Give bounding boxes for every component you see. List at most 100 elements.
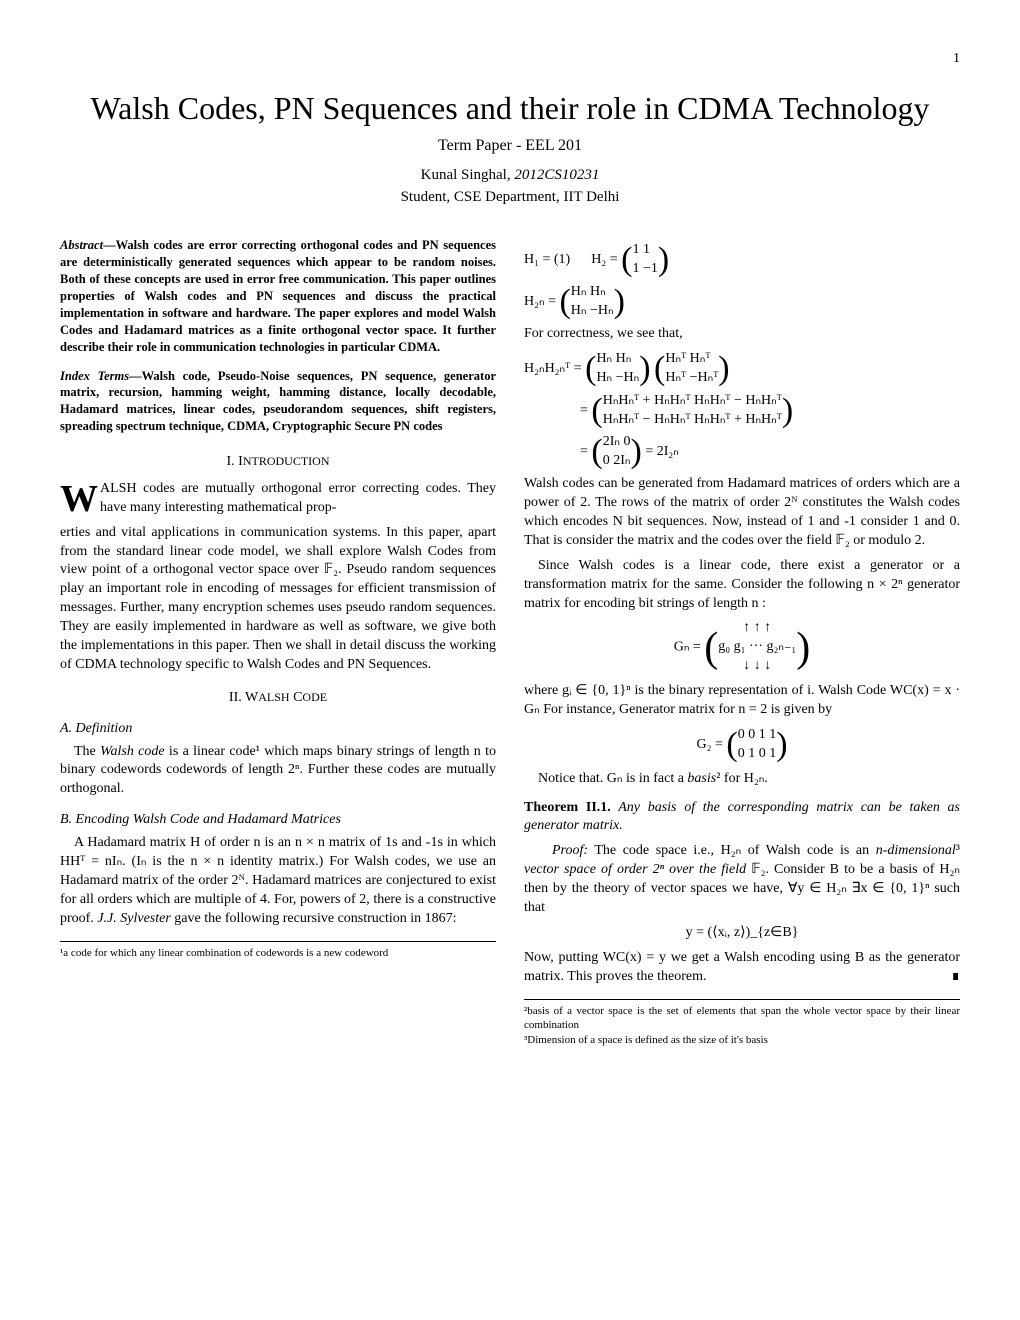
paren-r: ) [614,285,625,319]
proof-t4: Now, putting WC(x) = y we get a Walsh en… [524,949,960,987]
h2n-r1: Hₙ Hₙ [571,283,614,302]
sec2-num: II. W [229,690,258,705]
footnote-3: ³Dimension of a space is defined as the … [524,1033,960,1048]
eq-sum: = (HₙHₙᵀ + HₙHₙᵀ HₙHₙᵀ − HₙHₙᵀHₙHₙᵀ − Hₙ… [524,392,960,430]
right-footnotes: ²basis of a vector space is the set of e… [524,999,960,1049]
proof-em: n-dimensional [876,843,956,858]
sec1-p1b: erties and vital applications in communi… [60,524,496,675]
eq-result: = (2Iₙ 0 0 2Iₙ) = 2I₂ₙ [524,433,960,471]
subA-t1: The [74,744,100,759]
sec2-w1: ALSH [258,690,289,704]
mgn: ↑ ↑ ↑g₀ g₁ ··· g₂ₙ₋₁↓ ↓ ↓ [718,619,796,676]
eq-gn: Gₙ = (↑ ↑ ↑g₀ g₁ ··· g₂ₙ₋₁↓ ↓ ↓) [524,619,960,676]
abstract-label: Abstract [60,238,103,252]
g2-r2: 0 1 0 1 [738,745,777,764]
subsection-a: A. Definition [60,720,496,739]
paren-l: ( [591,394,602,428]
sec1-word: NTRODUCTION [243,454,330,468]
eq-h1: H₁ = (1) [524,252,570,267]
subsection-b: B. Encoding Walsh Code and Hadamard Matr… [60,811,496,830]
mA-r2: Hₙ −Hₙ [596,369,639,388]
index-terms-label: Index Terms [60,369,129,383]
gn-head: Gₙ = [674,640,705,655]
mg2: 0 0 1 10 1 0 1 [738,726,777,764]
res-r2: 0 2Iₙ [603,452,631,471]
paper-subtitle: Term Paper - EEL 201 [60,135,960,157]
paren-l: ( [585,352,596,386]
proof-t1: The code space i.e., H₂ₙ of Walsh code i… [588,843,876,858]
mA: Hₙ HₙHₙ −Hₙ [596,350,639,388]
res-r1: 2Iₙ 0 [603,433,631,452]
subA-em: Walsh code [100,744,164,759]
paren-l: ( [591,435,602,469]
gn-r2: g₀ g₁ ··· g₂ₙ₋₁ [718,638,796,657]
proof-label: Proof: [552,843,588,858]
footnote-2: ²basis of a vector space is the set of e… [524,1004,960,1034]
theorem-label: Theorem II.1. [524,800,611,815]
notice-t1: Notice that. Gₙ is in fact a [538,771,687,786]
proof-em2: vector space of order 2ⁿ over the field [524,862,746,877]
sec1-num: I. I [227,454,243,469]
section-1-head: I. INTRODUCTION [60,453,496,472]
paren-l: ( [704,627,718,669]
h2n-r2: Hₙ −Hₙ [571,302,614,321]
paren-l: ( [726,728,737,762]
proof-t2: ³ [956,843,960,858]
mB-r1: Hₙᵀ Hₙᵀ [665,350,718,369]
paper-affiliation: Student, CSE Department, IIT Delhi [60,187,960,207]
eq-product: H₂ₙH₂ₙᵀ = (Hₙ HₙHₙ −Hₙ) (Hₙᵀ HₙᵀHₙᵀ −Hₙᵀ… [524,350,960,388]
theorem-block: Theorem II.1. Any basis of the correspon… [524,799,960,837]
paren-r: ) [658,243,669,277]
gn-r3: ↓ ↓ ↓ [718,657,796,676]
author-name: Kunal Singhal, [421,167,515,183]
left-footnotes: ¹a code for which any linear combination… [60,941,496,961]
h2n-head: H₂ₙ = [524,294,559,309]
author-id: 2012CS10231 [514,167,599,183]
mB: Hₙᵀ HₙᵀHₙᵀ −Hₙᵀ [665,350,718,388]
notice-em: basis [687,771,716,786]
right-para-1: Walsh codes can be generated from Hadama… [524,475,960,551]
h2-r2: 1 −1 [632,260,657,279]
res-head: = [580,445,591,460]
subsec-b-para: A Hadamard matrix H of order n is an n ×… [60,834,496,928]
correctness-text: For correctness, we see that, [524,325,960,344]
sec2-w3: ODE [302,690,327,704]
subB-em: J.J. Sylvester [97,911,170,926]
sum-r1: HₙHₙᵀ + HₙHₙᵀ HₙHₙᵀ − HₙHₙᵀ [603,392,782,411]
paper-title: Walsh Codes, PN Sequences and their role… [60,89,960,127]
mB-r2: Hₙᵀ −Hₙᵀ [665,369,718,388]
index-terms-block: Index Terms—Walsh code, Pseudo-Noise seq… [60,368,496,436]
notice-t2: ² for H₂ₙ. [716,771,768,786]
eq-g2: G₂ = (0 0 1 10 1 0 1) [524,726,960,764]
paren-l: ( [559,285,570,319]
sec1-p1a: ALSH codes are mutually orthogonal error… [100,481,496,515]
qed-icon: ∎ [951,968,960,987]
section-2-head: II. WALSH CODE [60,689,496,708]
abstract-text: —Walsh codes are error correcting orthog… [60,238,496,353]
paren-r: ) [796,627,810,669]
res-rhs: = 2I₂ₙ [642,445,679,460]
h2-r1: 1 1 [632,241,657,260]
mA-r1: Hₙ Hₙ [596,350,639,369]
matrix-h2n: Hₙ HₙHₙ −Hₙ [571,283,614,321]
mres: 2Iₙ 0 0 2Iₙ [603,433,631,471]
paren-r: ) [776,728,787,762]
g2-r1: 0 0 1 1 [738,726,777,745]
sum-head: = [580,403,591,418]
proof-text4: Now, putting WC(x) = y we get a Walsh en… [524,950,960,984]
eq-h1-h2: H₁ = (1) H₂ = (1 11 −1) [524,241,960,279]
paren-r: ) [718,352,729,386]
proof-equation: y = (⟨xᵢ, z⟩)_{z∈B} [524,924,960,943]
subB-t2: gave the following recursive constructio… [171,911,457,926]
notice-line: Notice that. Gₙ is in fact a basis² for … [524,770,960,789]
eq-h2-head: H₂ = [591,252,621,267]
eq-h2n: H₂ₙ = (Hₙ HₙHₙ −Hₙ) [524,283,960,321]
paper-author: Kunal Singhal, 2012CS10231 [60,165,960,185]
paren-r: ) [639,352,650,386]
page-number: 1 [60,50,960,69]
proof-block: Proof: The code space i.e., H₂ₙ of Walsh… [524,842,960,918]
footnote-1: ¹a code for which any linear combination… [60,946,496,961]
right-column: H₁ = (1) H₂ = (1 11 −1) H₂ₙ = (Hₙ HₙHₙ −… [524,237,960,1048]
prod-head: H₂ₙH₂ₙᵀ = [524,361,585,376]
paren-r: ) [782,394,793,428]
